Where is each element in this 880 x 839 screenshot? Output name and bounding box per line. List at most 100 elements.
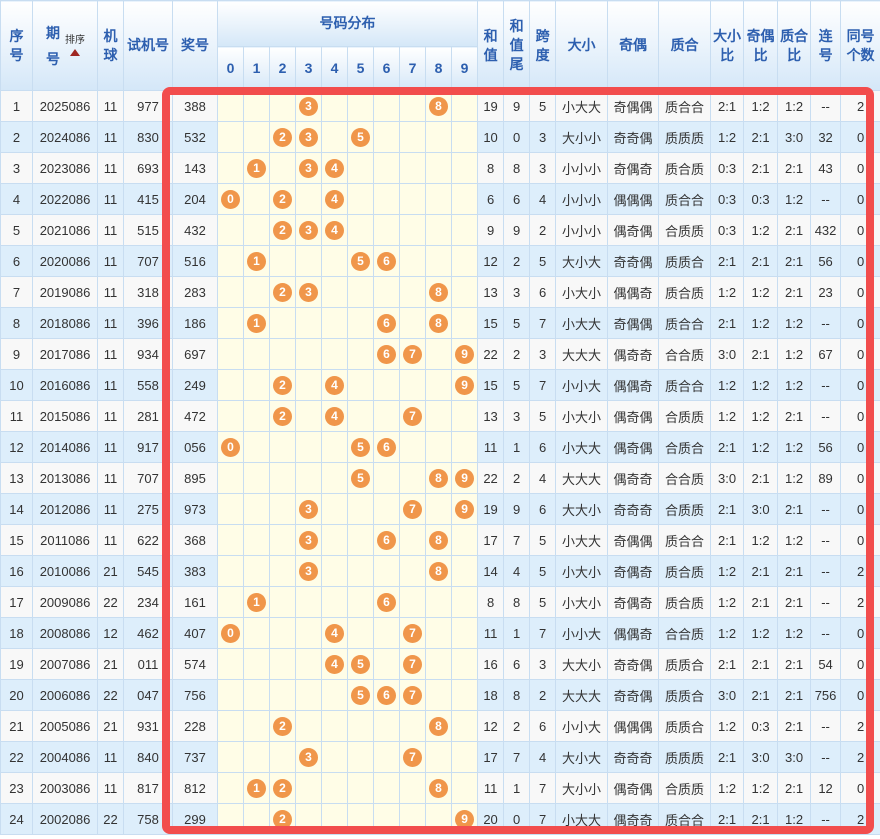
cell-parity: 偶奇偶: [607, 431, 660, 463]
distribution-cell: [217, 90, 244, 122]
number-ball: 8: [429, 716, 448, 736]
distribution-cell: [243, 524, 270, 556]
cell-sum: 13: [477, 400, 505, 432]
distribution-cell: 2: [269, 772, 296, 804]
distribution-cell: 2: [269, 183, 296, 215]
cell-parity-ratio: 1:2: [743, 276, 779, 308]
cell-prime: 质质合: [658, 245, 712, 277]
number-ball: 3: [299, 561, 318, 581]
cell-prime-ratio: 1:2: [777, 524, 812, 556]
distribution-cell: [425, 121, 452, 153]
cell-test-number: 707: [123, 245, 173, 277]
distribution-cell: [347, 90, 374, 122]
cell-machine: 11: [97, 90, 124, 122]
distribution-cell: [321, 90, 348, 122]
number-ball: 8: [429, 96, 448, 116]
cell-test-number: 934: [123, 338, 173, 370]
distribution-cell: [321, 307, 348, 339]
distribution-cell: 3: [295, 152, 322, 184]
distribution-cell: [425, 152, 452, 184]
cell-same-count: 0: [840, 617, 880, 649]
distribution-cell: 2: [269, 400, 296, 432]
distribution-cell: [321, 462, 348, 494]
cell-size: 大大大: [555, 338, 609, 370]
distribution-cell: 8: [425, 307, 452, 339]
distribution-cell: [399, 121, 426, 153]
cell-win-number: 895: [172, 462, 218, 494]
cell-size-ratio: 3:0: [710, 338, 745, 370]
cell-win-number: 407: [172, 617, 218, 649]
cell-prime-ratio: 1:2: [777, 183, 812, 215]
number-ball: 1: [247, 592, 266, 612]
distribution-cell: [295, 183, 322, 215]
cell-prime-ratio: 2:1: [777, 276, 812, 308]
distribution-cell: 0: [217, 617, 244, 649]
distribution-cell: [373, 152, 400, 184]
distribution-cell: 8: [425, 462, 452, 494]
cell-period: 2002086: [32, 803, 98, 835]
distribution-cell: [450, 741, 479, 773]
cell-win-number: 516: [172, 245, 218, 277]
cell-parity-ratio: 1:2: [743, 524, 779, 556]
header-prime-ratio: 质合比: [777, 0, 812, 91]
cell-parity-ratio: 1:2: [743, 214, 779, 246]
distribution-cell: [321, 493, 348, 525]
number-ball: 2: [273, 282, 292, 302]
distribution-cell: [399, 245, 426, 277]
cell-period: 2018086: [32, 307, 98, 339]
distribution-cell: [243, 679, 270, 711]
cell-same-count: 2: [840, 586, 880, 618]
cell-span: 3: [529, 648, 557, 680]
distribution-cell: 2: [269, 276, 296, 308]
number-ball: 3: [299, 220, 318, 240]
cell-size: 小小小: [555, 183, 609, 215]
number-ball: 3: [299, 96, 318, 116]
cell-prime-ratio: 2:1: [777, 679, 812, 711]
cell-period: 2024086: [32, 121, 98, 153]
cell-span: 3: [529, 152, 557, 184]
distribution-cell: 2: [269, 214, 296, 246]
cell-prime-ratio: 2:1: [777, 586, 812, 618]
cell-period: 2008086: [32, 617, 98, 649]
table-row: 5 2021086 11 515 432 2 3 4 9 9 2 小小小 偶奇偶 合质质 0:3 1:2 2:1…: [0, 214, 880, 246]
sort-control[interactable]: 排序: [65, 35, 85, 56]
cell-size: 小大小: [555, 555, 609, 587]
cell-same-count: 0: [840, 152, 880, 184]
cell-same-count: 0: [840, 400, 880, 432]
cell-consecutive: --: [810, 369, 842, 401]
cell-win-number: 756: [172, 679, 218, 711]
cell-sum-tail: 8: [503, 586, 531, 618]
cell-prime: 质合质: [658, 276, 712, 308]
table-row: 10 2016086 11 558 249 2 4 9 15 5 7 小小大 偶偶奇 质合合 1:2 1:2 1…: [0, 369, 880, 401]
cell-size: 小小小: [555, 152, 609, 184]
distribution-cell: 7: [399, 338, 426, 370]
cell-span: 2: [529, 679, 557, 711]
cell-machine: 12: [97, 617, 124, 649]
cell-size: 小小大: [555, 710, 609, 742]
header-sum: 和值: [477, 0, 505, 91]
cell-win-number: 249: [172, 369, 218, 401]
distribution-cell: 5: [347, 431, 374, 463]
distribution-cell: [399, 803, 426, 835]
cell-test-number: 281: [123, 400, 173, 432]
sort-up-arrow-icon: [70, 49, 80, 56]
cell-span: 6: [529, 431, 557, 463]
distribution-cell: [373, 648, 400, 680]
cell-sum: 13: [477, 276, 505, 308]
cell-sum-tail: 0: [503, 121, 531, 153]
number-ball: 2: [273, 189, 292, 209]
cell-sum: 15: [477, 369, 505, 401]
cell-sum: 12: [477, 245, 505, 277]
cell-prime-ratio: 3:0: [777, 741, 812, 773]
cell-consecutive: 89: [810, 462, 842, 494]
header-span: 跨度: [529, 0, 557, 91]
cell-seq: 6: [0, 245, 33, 277]
distribution-cell: [295, 617, 322, 649]
cell-prime-ratio: 2:1: [777, 493, 812, 525]
number-ball: 6: [377, 344, 396, 364]
distribution-cell: [321, 803, 348, 835]
distribution-cell: [243, 803, 270, 835]
cell-parity-ratio: 0:3: [743, 710, 779, 742]
cell-same-count: 2: [840, 90, 880, 122]
cell-test-number: 558: [123, 369, 173, 401]
